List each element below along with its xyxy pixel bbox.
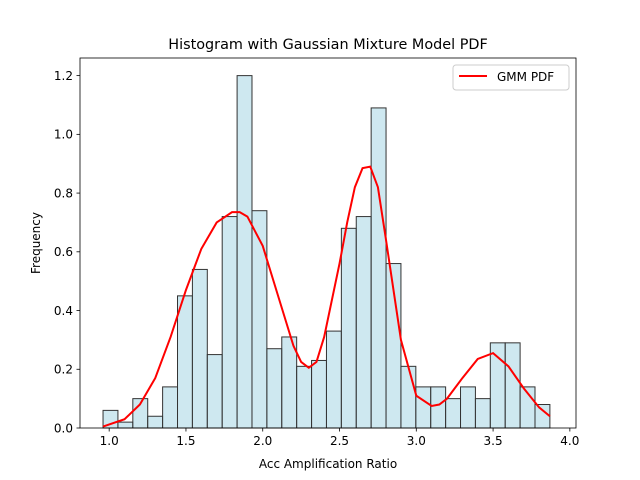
y-axis-ticks: 0.0 0.2 0.4 0.6 0.8 1.0 1.2 [54,69,80,435]
x-tick-label: 2.5 [330,434,349,448]
y-tick-label: 1.2 [54,69,73,83]
histogram-bar [147,415,164,429]
y-tick-label: 0.4 [54,304,73,318]
x-axis-ticks: 1.0 1.5 2.0 2.5 3.0 3.5 4.0 [100,428,579,448]
x-axis-label: Acc Amplification Ratio [259,457,397,471]
histogram-bar [296,365,313,429]
histogram-bar [534,404,551,429]
legend: GMM PDF [452,64,570,91]
histogram-bar [251,210,268,429]
histogram-bar [340,227,357,429]
x-tick-label: 2.0 [253,434,272,448]
plot-frame [79,57,577,429]
histogram-bar [460,386,476,429]
legend-label: GMM PDF [497,70,554,84]
y-tick-label: 0.6 [54,245,73,259]
histogram-bar [221,216,238,429]
histogram-bar [236,75,253,429]
histogram-bars [102,75,551,429]
x-tick-label: 4.0 [560,434,579,448]
histogram-bar [400,365,417,429]
y-axis-label: Frequency [29,212,43,274]
histogram-bar [266,348,283,429]
y-tick-label: 0.2 [54,363,73,377]
y-tick-label: 0.0 [54,421,73,435]
histogram-bar [311,359,327,429]
histogram-bar [117,421,134,429]
legend-box [452,64,570,91]
histogram-bar [415,386,432,429]
chart-title: Histogram with Gaussian Mixture Model PD… [168,37,487,53]
x-tick-label: 1.5 [176,434,195,448]
histogram-bar [325,330,342,429]
gmm-pdf-line [102,165,551,428]
x-tick-label: 1.0 [100,434,119,448]
histogram-bar [445,398,462,429]
histogram-bar [162,386,179,429]
y-tick-label: 1.0 [54,128,73,142]
histogram-bar [206,354,223,429]
histogram-bar [504,342,521,429]
histogram-bar [177,295,193,429]
histogram-bar [430,386,447,429]
x-tick-label: 3.5 [484,434,503,448]
histogram-bar [355,216,372,429]
x-tick-label: 3.0 [407,434,426,448]
histogram-bar [370,107,387,429]
histogram-bar [489,342,506,429]
histogram-bar [474,398,491,429]
histogram-bar [191,268,208,429]
y-tick-label: 0.8 [54,186,73,200]
histogram-bar [281,336,298,429]
